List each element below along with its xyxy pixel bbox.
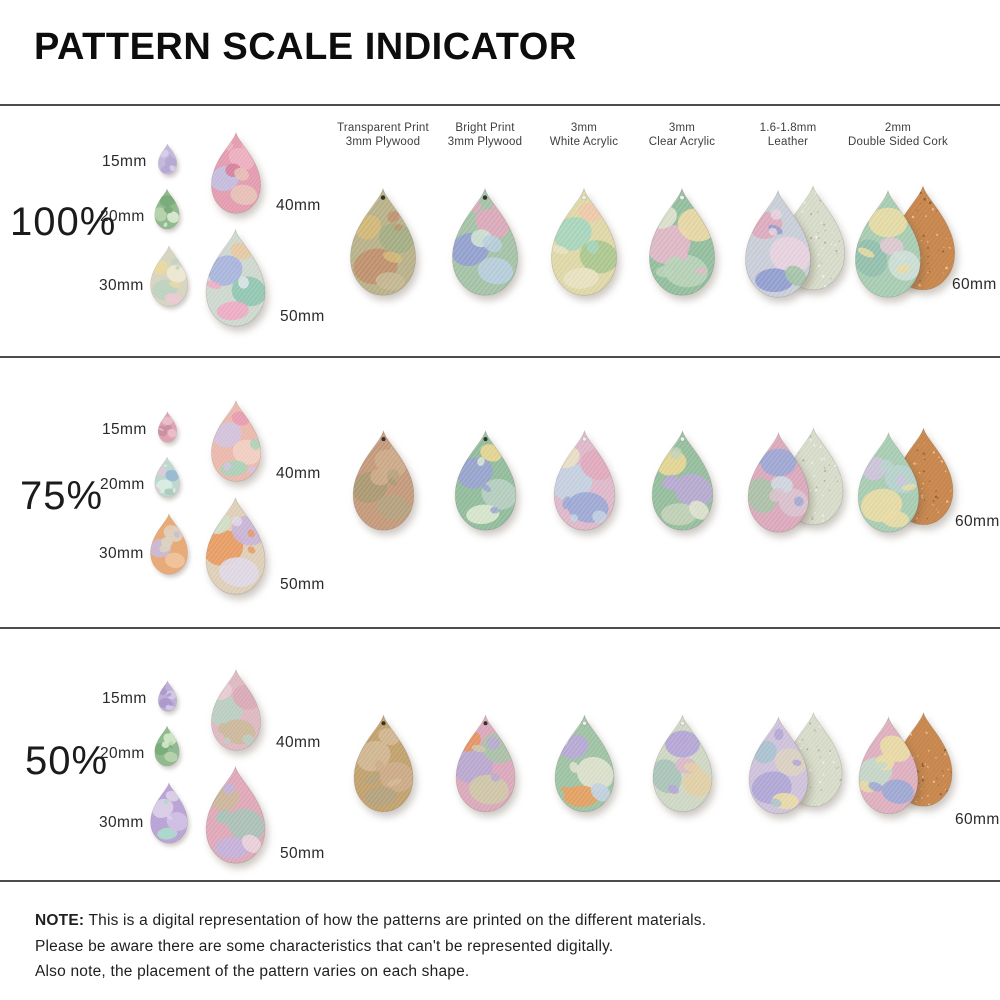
material-drop-5 — [745, 189, 811, 298]
size-label-40mm: 40mm — [276, 197, 321, 214]
pattern-drop-15mm — [158, 680, 177, 712]
pattern-drop-40mm — [211, 668, 261, 751]
note-line-3: Also note, the placement of the pattern … — [35, 963, 470, 980]
size-label-30mm: 30mm — [99, 545, 144, 562]
size-label-50mm: 50mm — [280, 845, 325, 862]
note-line-2: Please be aware there are some character… — [35, 937, 614, 955]
size-label-20mm: 20mm — [100, 476, 145, 493]
material-header-line2: Double Sided Cork — [848, 136, 948, 148]
pattern-drop-20mm — [154, 725, 180, 767]
page-title: PATTERN SCALE INDICATOR — [34, 26, 577, 68]
pattern-drop-40mm — [211, 131, 261, 214]
size-label-20mm: 20mm — [100, 745, 145, 762]
material-drop-2 — [452, 187, 518, 296]
material-header-5: 1.6-1.8mm Leather — [718, 121, 858, 149]
material-header-1: Transparent Print 3mm Plywood — [313, 121, 453, 149]
size-label-30mm: 30mm — [99, 277, 144, 294]
material-drop-6 — [855, 189, 921, 298]
material-drop-6 — [858, 716, 918, 815]
material-drop-3 — [551, 187, 617, 296]
material-header-6: 2mm Double Sided Cork — [828, 121, 968, 149]
material-drop-2 — [454, 429, 516, 531]
material-drop-5 — [747, 431, 809, 533]
size-label-40mm: 40mm — [276, 465, 321, 482]
size-label-50mm: 50mm — [280, 576, 325, 593]
pattern-drop-20mm — [154, 456, 180, 498]
material-drop-4 — [649, 187, 715, 296]
pattern-drop-30mm — [150, 513, 188, 575]
pattern-drop-30mm — [150, 782, 188, 844]
material-header-line2: 3mm Plywood — [345, 136, 421, 148]
pattern-drop-50mm — [205, 496, 266, 595]
material-drop-2 — [455, 714, 515, 813]
pattern-drop-15mm — [158, 411, 177, 443]
scale-label-100pct: 100% — [10, 200, 117, 244]
right-size-label: 60mm — [955, 811, 1000, 828]
size-label-40mm: 40mm — [276, 734, 321, 751]
size-label-50mm: 50mm — [280, 308, 325, 325]
material-header-line2: White Acrylic — [549, 136, 619, 148]
scale-label-75pct: 75% — [20, 474, 104, 518]
note-block: NOTE: This is a digital representation o… — [35, 908, 706, 985]
material-header-line1: 3mm — [570, 122, 598, 134]
material-drop-3 — [553, 429, 615, 531]
section-divider-3 — [0, 627, 1000, 629]
material-header-2: Bright Print 3mm Plywood — [415, 121, 555, 149]
material-header-line1: Bright Print — [455, 122, 515, 134]
material-drop-5 — [748, 716, 808, 815]
material-drop-1 — [352, 429, 414, 531]
material-header-line1: 1.6-1.8mm — [759, 122, 817, 134]
size-label-15mm: 15mm — [102, 153, 147, 170]
size-label-20mm: 20mm — [100, 208, 145, 225]
material-header-line1: 3mm — [668, 122, 696, 134]
section-divider-2 — [0, 356, 1000, 358]
material-header-line2: Clear Acrylic — [648, 136, 716, 148]
size-label-15mm: 15mm — [102, 421, 147, 438]
section-divider-4 — [0, 880, 1000, 882]
material-header-line1: 2mm — [884, 122, 912, 134]
right-size-label: 60mm — [955, 513, 1000, 530]
pattern-drop-30mm — [150, 245, 188, 307]
material-header-3: 3mm White Acrylic — [514, 121, 654, 149]
material-drop-1 — [350, 187, 416, 296]
size-label-30mm: 30mm — [99, 814, 144, 831]
material-header-line2: 3mm Plywood — [447, 136, 523, 148]
material-drop-6 — [857, 431, 919, 533]
material-header-line2: Leather — [767, 136, 809, 148]
material-drop-4 — [651, 429, 713, 531]
right-size-label: 60mm — [952, 276, 997, 293]
material-header-line1: Transparent Print — [337, 122, 429, 134]
material-drop-1 — [353, 714, 413, 813]
pattern-drop-50mm — [205, 765, 266, 864]
note-heading: NOTE: — [35, 912, 85, 929]
material-drop-4 — [652, 714, 712, 813]
pattern-drop-15mm — [158, 143, 177, 175]
pattern-drop-40mm — [211, 399, 261, 482]
note-line-1-text: This is a digital representation of how … — [88, 912, 707, 929]
pattern-drop-20mm — [154, 188, 180, 230]
size-label-15mm: 15mm — [102, 690, 147, 707]
note-line-1: NOTE: This is a digital representation o… — [35, 908, 706, 934]
pattern-drop-50mm — [205, 228, 266, 327]
material-drop-3 — [554, 714, 614, 813]
scale-label-50pct: 50% — [25, 739, 109, 783]
material-header-4: 3mm Clear Acrylic — [612, 121, 752, 149]
section-divider-1 — [0, 104, 1000, 106]
